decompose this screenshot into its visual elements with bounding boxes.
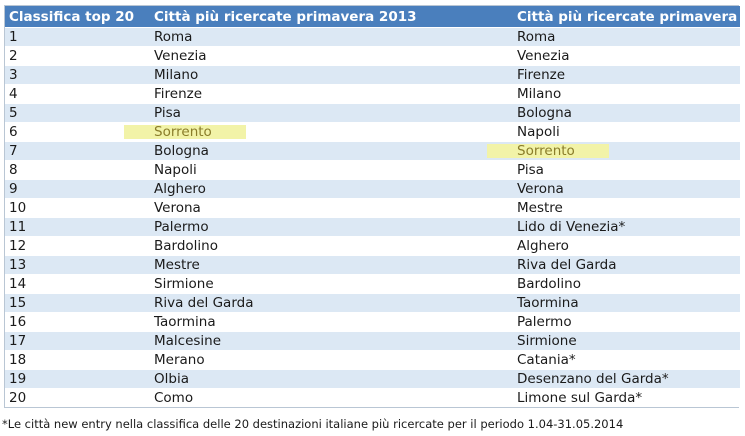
city-2014-cell: Mestre [513,198,740,218]
table-row: 5 Pisa Bologna [5,103,740,123]
city-2014-cell: Desenzano del Garda* [513,369,740,389]
table-row: 3 Milano Firenze [5,65,740,85]
rank-cell: 16 [5,312,150,332]
header-2013: Città più ricercate primavera 2013 [150,6,513,28]
rank-cell: 14 [5,274,150,294]
city-2013-cell: Olbia [150,369,513,389]
city-2013-cell: Roma [150,27,513,47]
city-2013-cell: Malcesine [150,331,513,351]
city-2013-cell: Venezia [150,46,513,66]
city-2014-cell: Lido di Venezia* [513,217,740,237]
table-row: 8 Napoli Pisa [5,160,740,180]
rank-cell: 15 [5,293,150,313]
rank-cell: 19 [5,369,150,389]
table-row: 10 Verona Mestre [5,198,740,218]
city-2013-cell: Bardolino [150,236,513,256]
city-2013-cell: Palermo [150,217,513,237]
city-2013-cell: Bologna [150,141,513,161]
city-2014-cell: Riva del Garda [513,255,740,275]
city-2014-cell: Taormina [513,293,740,313]
rank-cell: 12 [5,236,150,256]
table-row: 15 Riva del Garda Taormina [5,293,740,313]
city-2013-cell: Como [150,388,513,407]
rank-cell: 4 [5,84,150,104]
highlighted-city: Sorrento [487,142,609,160]
rank-cell: 5 [5,103,150,123]
city-2013-cell: Taormina [150,312,513,332]
table-row: 4 Firenze Milano [5,84,740,104]
city-2013-cell: Riva del Garda [150,293,513,313]
city-2013-cell: Sorrento [124,122,513,142]
rank-cell: 8 [5,160,150,180]
table-header-row: Classifica top 20 Città più ricercate pr… [5,6,740,28]
rank-cell: 11 [5,217,150,237]
table-row: 13 Mestre Riva del Garda [5,255,740,275]
highlighted-city-label: Sorrento [154,124,212,140]
rank-cell: 20 [5,388,150,407]
table-row: 18 Merano Catania* [5,350,740,370]
rank-cell: 13 [5,255,150,275]
city-2013-cell: Mestre [150,255,513,275]
rank-cell: 7 [5,141,150,161]
city-2013-cell: Milano [150,65,513,85]
city-2014-cell: Bologna [513,103,740,123]
table-row: 20 Como Limone sul Garda* [5,388,740,407]
city-2013-cell: Napoli [150,160,513,180]
highlight-marker [124,125,246,139]
rank-cell: 6 [5,122,150,142]
table-row: 19 Olbia Desenzano del Garda* [5,369,740,389]
ranking-table: Classifica top 20 Città più ricercate pr… [5,6,740,407]
table-row: 11 Palermo Lido di Venezia* [5,217,740,237]
city-2014-cell: Palermo [513,312,740,332]
city-2013-cell: Alghero [150,179,513,199]
city-2014-cell: Verona [513,179,740,199]
rank-cell: 1 [5,27,150,47]
highlight-marker [487,144,609,158]
city-2014-cell: Napoli [513,122,740,142]
header-2014: Città più ricercate primavera 2014 [513,6,740,28]
header-rank: Classifica top 20 [5,6,150,28]
city-2014-cell: Pisa [513,160,740,180]
footnote: *Le città new entry nella classifica del… [2,417,624,431]
table-row: 14 Sirmione Bardolino [5,274,740,294]
city-2014-cell: Catania* [513,350,740,370]
table-row: 6 Sorrento Napoli [5,122,740,142]
city-2014-cell: Sorrento [487,141,740,161]
city-2014-cell: Venezia [513,46,740,66]
city-2014-cell: Limone sul Garda* [513,388,740,407]
city-2014-cell: Bardolino [513,274,740,294]
rank-cell: 17 [5,331,150,351]
table-row: 17 Malcesine Sirmione [5,331,740,351]
city-2014-cell: Firenze [513,65,740,85]
city-2013-cell: Pisa [150,103,513,123]
city-2014-cell: Alghero [513,236,740,256]
city-2014-cell: Sirmione [513,331,740,351]
table-row: 16 Taormina Palermo [5,312,740,332]
rank-cell: 9 [5,179,150,199]
highlighted-city-label: Sorrento [517,143,575,159]
city-2014-cell: Roma [513,27,740,47]
table-row: 1 Roma Roma [5,27,740,47]
table-row: 12 Bardolino Alghero [5,236,740,256]
city-2013-cell: Verona [150,198,513,218]
highlighted-city: Sorrento [124,123,246,141]
rank-cell: 3 [5,65,150,85]
table-row: 7 Bologna Sorrento [5,141,740,161]
rank-cell: 2 [5,46,150,66]
table-row: 9 Alghero Verona [5,179,740,199]
city-2014-cell: Milano [513,84,740,104]
city-2013-cell: Merano [150,350,513,370]
ranking-table-container: Classifica top 20 Città più ricercate pr… [4,5,740,408]
rank-cell: 18 [5,350,150,370]
rank-cell: 10 [5,198,150,218]
table-row: 2 Venezia Venezia [5,46,740,66]
city-2013-cell: Sirmione [150,274,513,294]
city-2013-cell: Firenze [150,84,513,104]
